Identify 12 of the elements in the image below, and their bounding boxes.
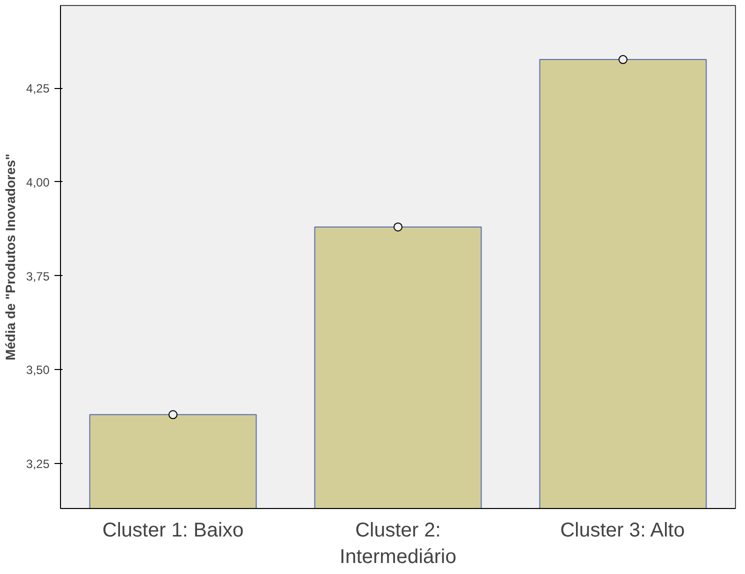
y-tick-label: 3,25: [26, 456, 50, 471]
x-tick-label: Cluster 2: Intermediário: [340, 520, 456, 568]
x-tick-label: Cluster 3: Alto: [560, 520, 685, 542]
point: [394, 222, 402, 232]
y-tick-label: 3,50: [26, 363, 50, 378]
point: [618, 55, 628, 64]
y-tick-label: 4,00: [26, 175, 50, 190]
x-tick-label: Cluster 1: Baixo: [102, 520, 244, 542]
y-tick-label: 4,25: [26, 82, 50, 96]
point: [168, 410, 178, 420]
y-axis-title: Média de "Produtos Inovadores": [3, 154, 18, 360]
y-tick-label: 3,75: [26, 269, 50, 284]
